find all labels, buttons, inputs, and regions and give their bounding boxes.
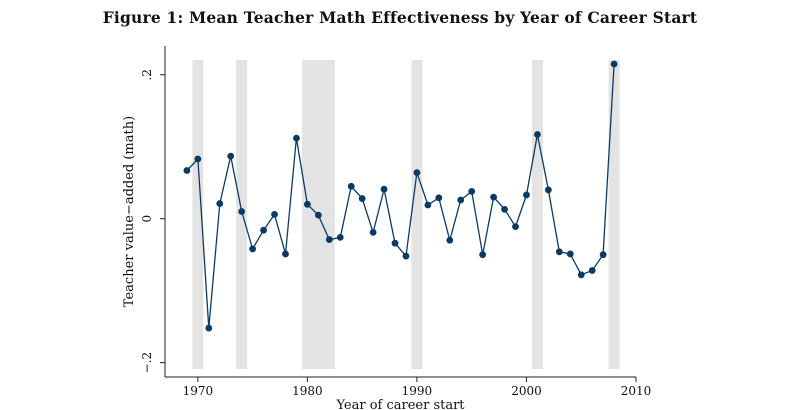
data-point-1996: [479, 251, 487, 259]
shaded-period-0: [192, 60, 204, 369]
data-point-1977: [271, 210, 278, 218]
shaded-period-5: [608, 60, 620, 369]
data-point-2007: [599, 251, 607, 259]
data-point-2005: [577, 271, 585, 279]
shaded-periods: [192, 60, 620, 369]
data-point-1981: [314, 211, 322, 219]
data-point-1983: [336, 234, 344, 241]
data-point-1982: [325, 236, 333, 243]
data-point-1978: [282, 250, 289, 258]
series-line: [186, 63, 615, 329]
data-point-1969: [183, 167, 191, 174]
data-series: [183, 60, 618, 332]
shaded-period-4: [531, 60, 543, 369]
x-tick-label-2000: 2000: [511, 384, 542, 398]
figure-title: Figure 1: Mean Teacher Math Effectivenes…: [102, 8, 698, 27]
data-point-1987: [380, 185, 388, 193]
y-tick-label-1: 0: [140, 215, 154, 223]
data-point-1973: [227, 152, 235, 160]
data-point-1992: [435, 194, 443, 202]
data-point-2000: [523, 191, 530, 199]
data-point-2004: [566, 250, 574, 258]
data-point-1971: [205, 324, 213, 332]
data-point-1976: [260, 226, 267, 234]
data-point-1975: [249, 245, 257, 253]
shaded-period-3: [411, 60, 423, 369]
data-point-1991: [424, 201, 432, 209]
data-point-1989: [402, 252, 410, 260]
data-point-1986: [369, 228, 377, 236]
data-point-1999: [512, 223, 519, 231]
data-point-2001: [534, 131, 541, 138]
y-tick-label-0: −.2: [140, 352, 154, 374]
data-point-1970: [194, 155, 202, 163]
data-point-1980: [303, 200, 311, 208]
x-tick-label-1970: 1970: [183, 384, 214, 398]
data-point-1984: [347, 182, 355, 190]
data-point-1998: [501, 205, 508, 213]
data-point-1990: [413, 169, 421, 177]
y-axis-title: Teacher value−added (math): [122, 116, 137, 307]
data-point-1974: [238, 208, 246, 215]
data-point-1997: [490, 193, 498, 201]
data-point-1979: [293, 134, 300, 142]
x-axis-title: Year of career start: [335, 398, 465, 410]
data-point-1994: [457, 196, 465, 204]
y-tick-label-2: .2: [140, 69, 154, 80]
data-point-2002: [544, 186, 552, 194]
data-point-2003: [555, 248, 563, 256]
data-point-1988: [391, 239, 399, 247]
data-point-2006: [588, 267, 596, 274]
chart-axes: 1970 1980 1990 2000 2010 −.2 0 .2: [140, 46, 651, 398]
data-point-1993: [446, 236, 454, 244]
x-tick-label-1990: 1990: [402, 384, 433, 398]
x-tick-label-2010: 2010: [621, 384, 652, 398]
data-point-1995: [468, 187, 476, 195]
data-point-1972: [216, 200, 224, 207]
data-point-1985: [358, 195, 366, 202]
data-point-2008: [610, 60, 618, 68]
x-tick-label-1980: 1980: [292, 384, 323, 398]
